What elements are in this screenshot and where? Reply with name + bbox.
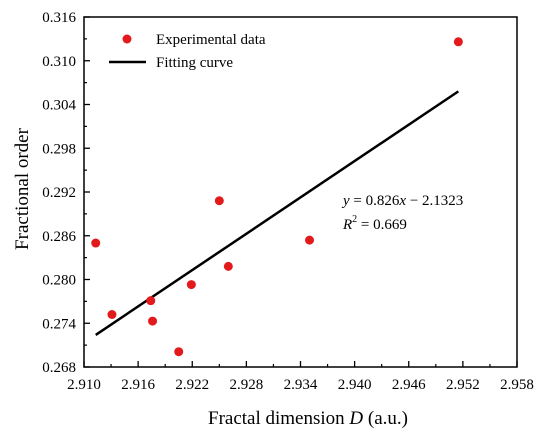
r-squared-line: R2 = 0.669 — [342, 214, 407, 233]
legend: Experimental data Fitting curve — [109, 32, 266, 71]
r2-val: = 0.669 — [357, 217, 407, 233]
y-tick-label: 0.316 — [42, 10, 76, 26]
x-tick-label: 2.934 — [284, 377, 318, 393]
fit-equation-line: y = 0.826x − 2.1323 — [341, 193, 463, 209]
x-tick-label: 2.928 — [230, 377, 264, 393]
data-point — [107, 310, 117, 319]
x-tick-label: 2.946 — [392, 377, 426, 393]
data-point — [214, 196, 224, 206]
eq-end: − 2.1323 — [406, 193, 463, 209]
data-point — [453, 37, 463, 47]
x-tick-label: 2.910 — [67, 377, 101, 393]
ticks-layer: 2.910 2.916 2.922 2.928 2.934 2.940 2.946 2.952… — [42, 10, 534, 393]
legend-marker-experimental — [122, 34, 132, 44]
x-tick-label: 2.958 — [500, 377, 534, 393]
y-tick-label: 0.286 — [42, 229, 76, 245]
y-tick-label: 0.292 — [42, 185, 76, 201]
data-point — [174, 347, 184, 357]
data-point — [223, 261, 233, 271]
plot-frame — [83, 16, 518, 368]
x-tick-label: 2.916 — [121, 377, 155, 393]
y-tick-label: 0.298 — [42, 141, 76, 157]
plot-layer — [91, 37, 463, 357]
eq-x: x — [398, 193, 406, 209]
eq-y: y — [341, 193, 350, 209]
y-tick-label: 0.268 — [42, 360, 76, 376]
fitting-curve-line — [95, 90, 460, 336]
x-axis-label-text: Fractal dimension — [208, 408, 345, 429]
data-point — [91, 238, 101, 248]
r2-sup: 2 — [352, 214, 357, 225]
x-tick-label: 2.952 — [446, 377, 480, 393]
legend-label-fitting: Fitting curve — [156, 55, 233, 71]
y-tick-label: 0.274 — [42, 316, 76, 332]
fit-equation: y = 0.826x − 2.1323 R2 = 0.669 — [341, 193, 463, 233]
data-point — [146, 296, 156, 306]
y-axis-label: Fractional order — [12, 127, 33, 250]
legend-label-experimental: Experimental data — [156, 32, 266, 48]
data-point — [148, 316, 158, 326]
r2-r: R — [342, 217, 352, 233]
x-axis-label: Fractal dimension D (a.u.) — [208, 408, 408, 429]
y-tick-label: 0.310 — [42, 54, 76, 70]
x-tick-label: 2.922 — [175, 377, 209, 393]
x-axis-label-var: D — [348, 408, 363, 429]
eq-mid: = 0.826 — [350, 193, 400, 209]
x-axis-label-unit: (a.u.) — [368, 408, 408, 429]
data-point — [186, 280, 196, 290]
y-tick-label: 0.280 — [42, 273, 76, 289]
data-point — [305, 235, 315, 245]
x-tick-label: 2.940 — [338, 377, 372, 393]
y-tick-label: 0.304 — [42, 98, 76, 114]
